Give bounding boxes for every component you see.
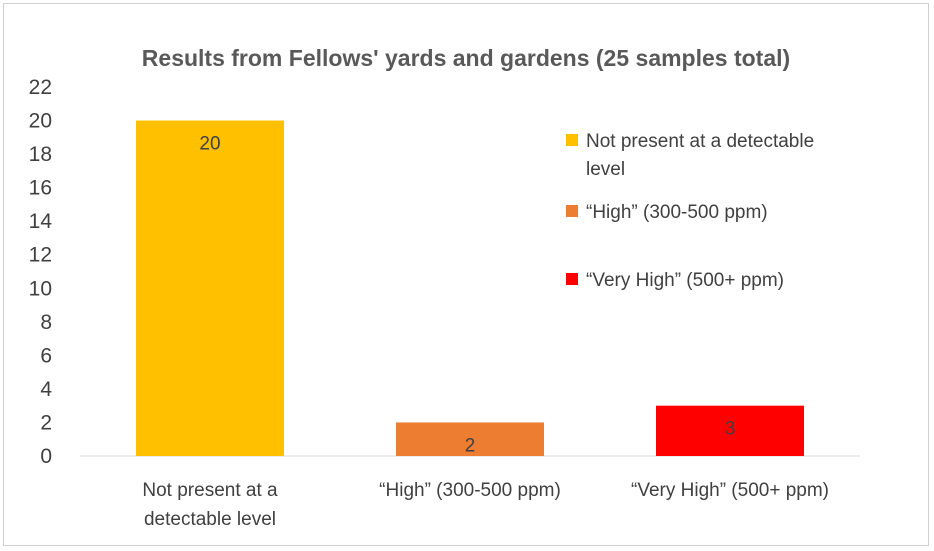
y-tick-label: 0 — [40, 445, 52, 468]
legend-label: Not present at a detectable — [586, 131, 814, 152]
y-tick-label: 12 — [29, 244, 52, 267]
y-tick-label: 4 — [40, 378, 52, 401]
category-labels: Not present at a detectable level “High” (… — [142, 480, 829, 530]
bar — [136, 120, 284, 456]
chart-title: Results from Fellows' yards and gardens … — [142, 45, 790, 71]
bar — [396, 422, 544, 456]
x-tick-label: “Very High” (500+ ppm) — [631, 480, 829, 501]
x-tick-label: detectable level — [144, 509, 276, 530]
y-axis: 0 2 4 6 8 10 12 14 16 18 20 22 — [29, 76, 53, 468]
x-tick-label: Not present at a — [142, 480, 278, 501]
x-tick-label: “High” (300-500 ppm) — [379, 480, 561, 501]
legend-label: “Very High” (500+ ppm) — [586, 270, 784, 291]
legend-swatch — [566, 273, 578, 285]
y-tick-label: 22 — [29, 76, 52, 99]
bar-data-label: 20 — [199, 134, 220, 155]
y-tick-label: 16 — [29, 177, 52, 200]
y-tick-label: 14 — [29, 210, 53, 233]
y-tick-label: 8 — [40, 311, 52, 334]
legend-label: “High” (300-500 ppm) — [586, 202, 768, 223]
legend-label: level — [586, 159, 625, 180]
bar — [656, 405, 804, 456]
y-tick-label: 2 — [40, 411, 52, 434]
legend-swatch — [566, 134, 578, 146]
bar-data-label: 3 — [725, 419, 736, 440]
y-tick-label: 10 — [29, 277, 52, 300]
y-tick-label: 18 — [29, 143, 52, 166]
bar-data-label: 2 — [465, 435, 476, 456]
legend-swatch — [566, 205, 578, 217]
y-tick-label: 20 — [29, 110, 52, 133]
y-tick-label: 6 — [40, 344, 52, 367]
legend: Not present at a detectable level “High” (… — [566, 131, 814, 291]
